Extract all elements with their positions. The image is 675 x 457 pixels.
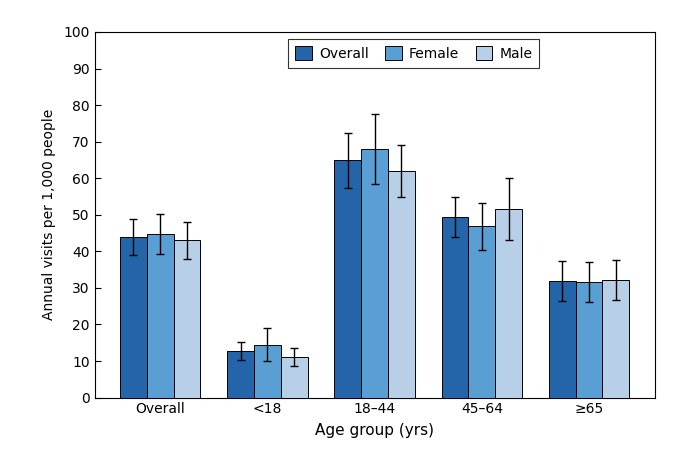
- Bar: [254, 345, 281, 398]
- Bar: [388, 171, 415, 398]
- Bar: [468, 227, 495, 398]
- Bar: [549, 282, 576, 398]
- Bar: [576, 282, 603, 398]
- X-axis label: Age group (yrs): Age group (yrs): [315, 423, 434, 438]
- Bar: [334, 160, 361, 398]
- Bar: [495, 209, 522, 398]
- Legend: Overall, Female, Male: Overall, Female, Male: [288, 39, 539, 68]
- Bar: [603, 280, 629, 398]
- Y-axis label: Annual visits per 1,000 people: Annual visits per 1,000 people: [43, 109, 56, 320]
- Bar: [146, 234, 173, 398]
- Bar: [173, 240, 200, 398]
- Bar: [361, 149, 388, 398]
- Bar: [227, 351, 254, 398]
- Bar: [441, 217, 468, 398]
- Bar: [281, 356, 308, 398]
- Bar: [120, 237, 146, 398]
